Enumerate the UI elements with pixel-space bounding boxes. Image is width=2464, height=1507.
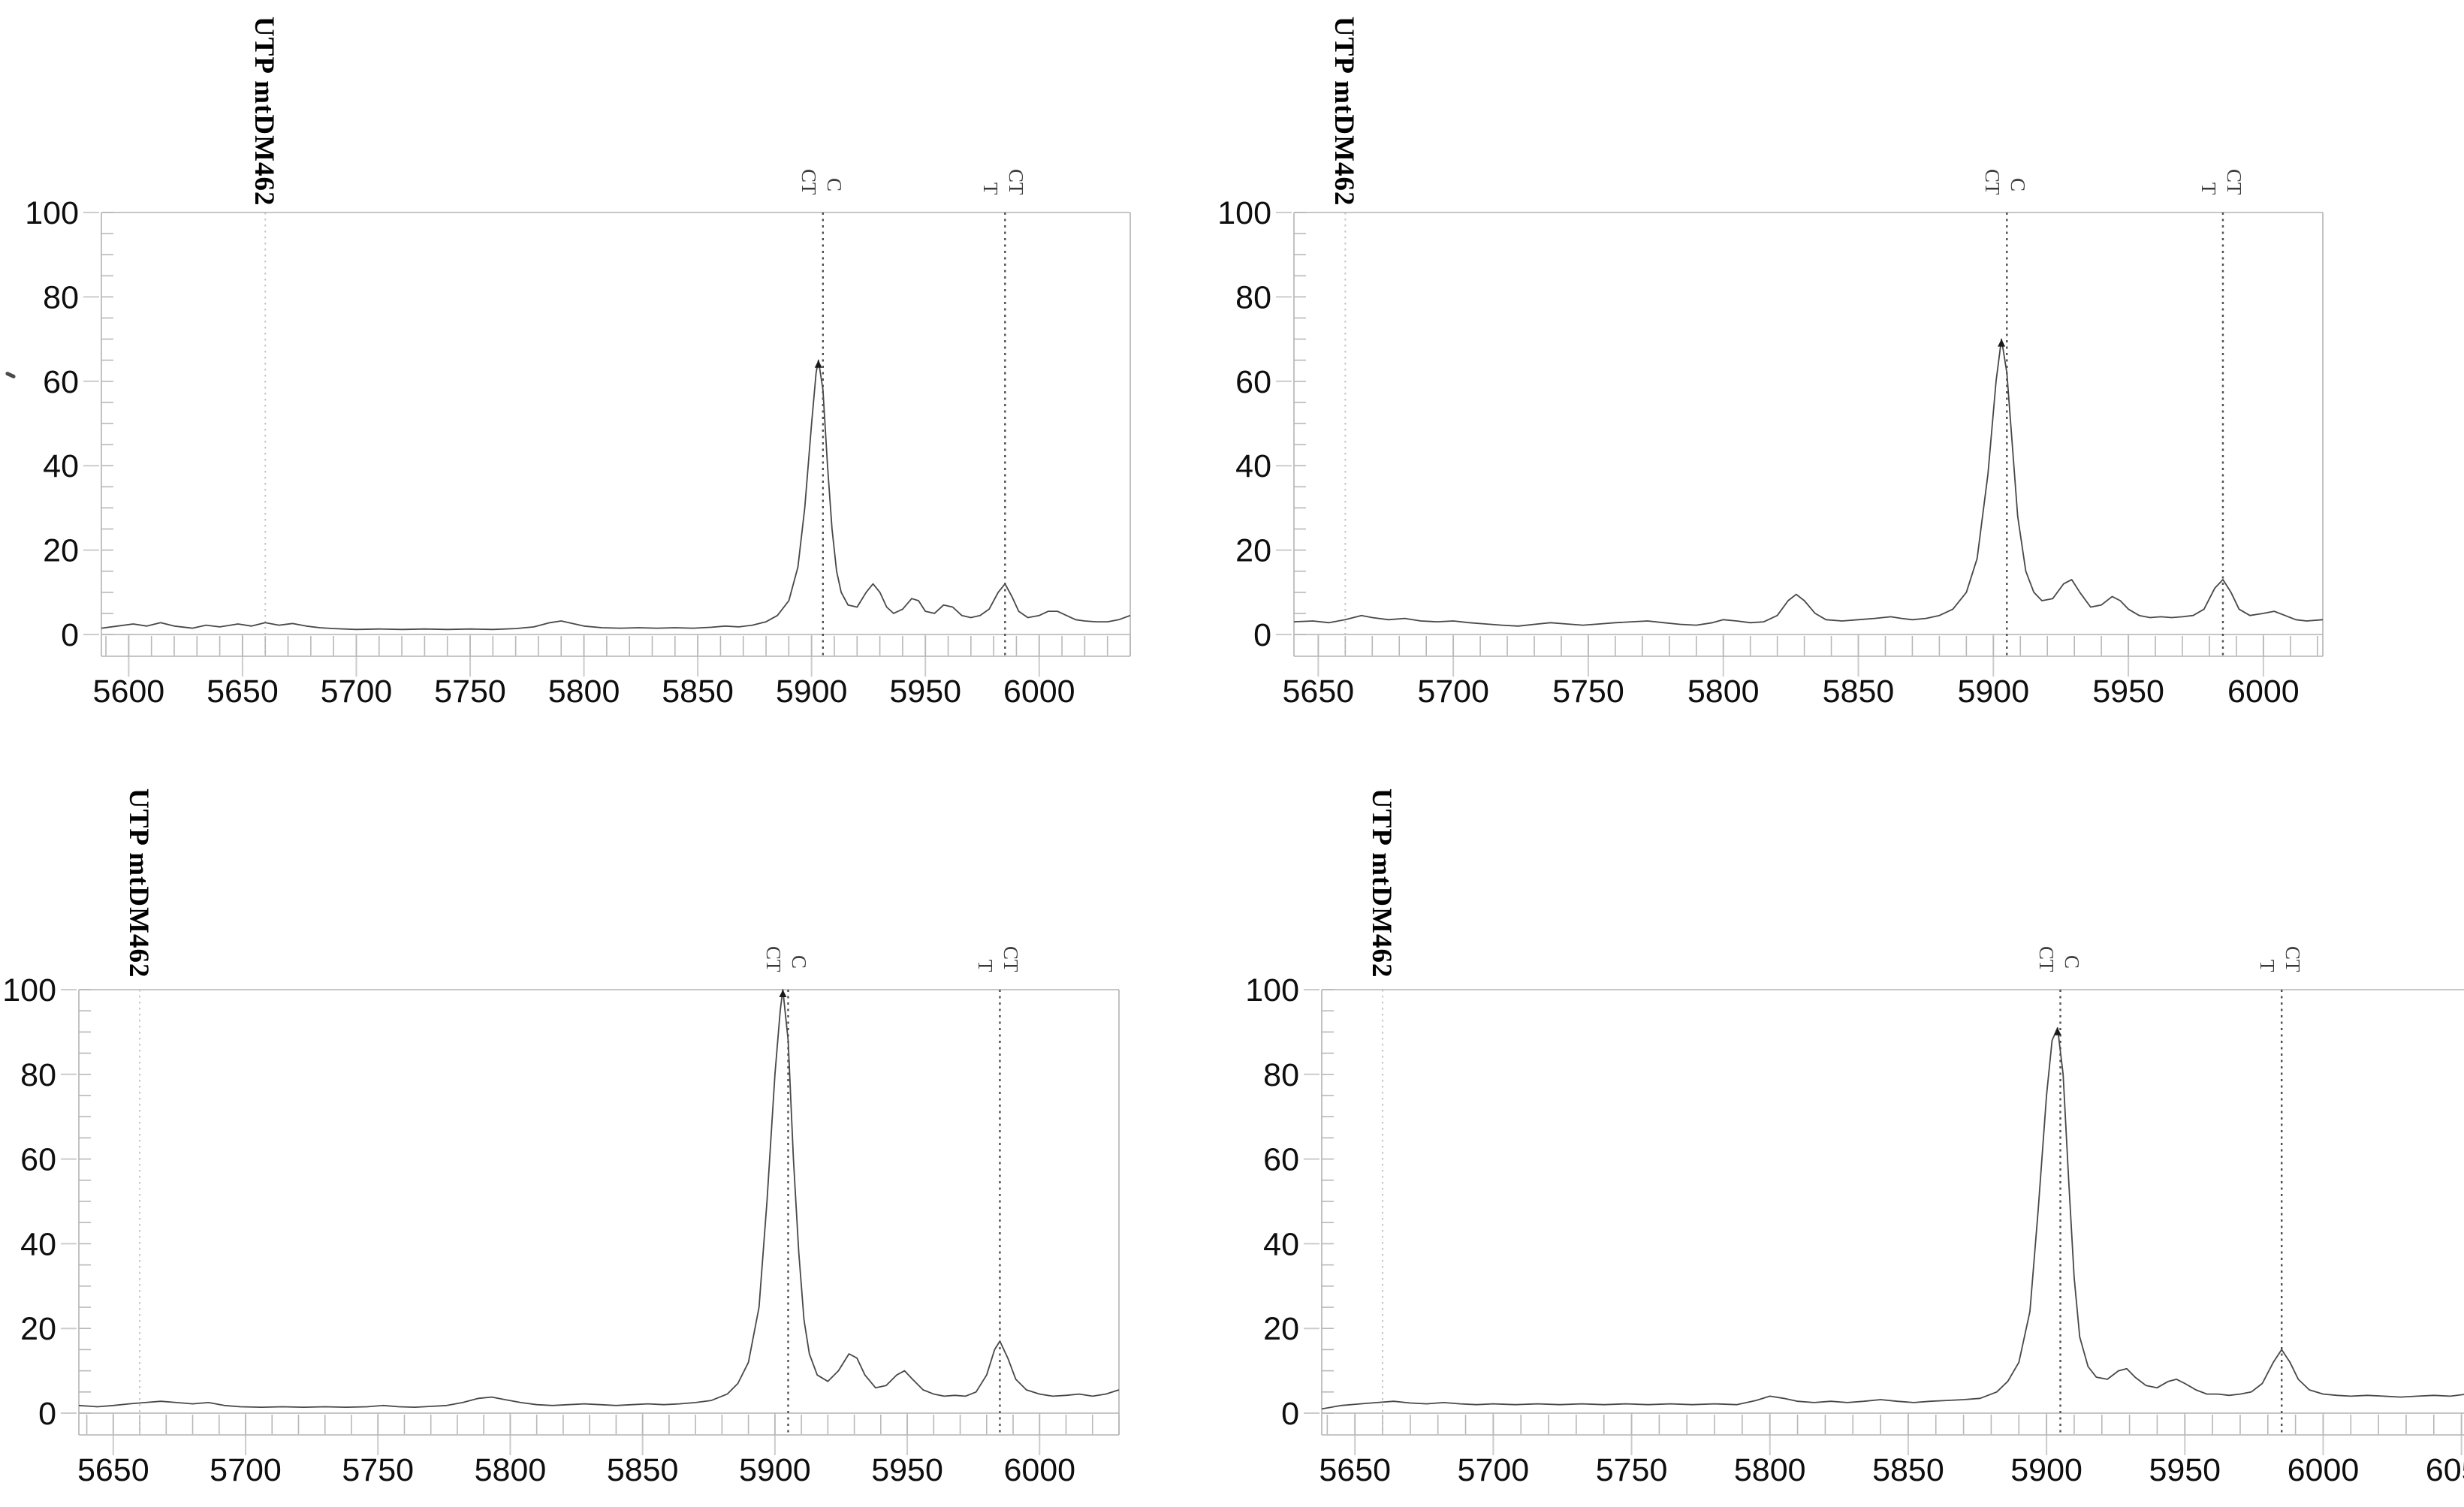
x-axis-tick-label: 5700 [1417,674,1489,710]
allele-call-label: T [2256,960,2279,972]
y-axis-tick-label: 80 [1235,279,1271,315]
spectrum-plot-top-left: 5600 5650 5700 5750 5800 5850 5900 5950 6000 0 20 4… [25,195,1131,710]
x-axis-tick-label: 5800 [1734,1452,1806,1488]
x-axis-tick-label: 6000 [2227,674,2300,710]
x-axis-tick-label: 5700 [1458,1452,1530,1488]
assay-name-label: UTP mtDM462 [1329,17,1360,206]
spectrum-plot-bottom-right: 5650 5700 5750 5800 5850 5900 5950 6000 6050 0 20 4… [1245,972,2464,1488]
y-axis-tick-label: 60 [20,1142,56,1178]
x-axis-tick-label: 5750 [1596,1452,1668,1488]
allele-call-label: CT [1981,169,2004,195]
assay-name-label: UTP mtDM462 [1366,788,1398,978]
x-axis-tick-label: 5850 [1823,674,1895,710]
y-axis-tick-label: 0 [61,617,79,653]
y-axis-tick-label: 60 [43,364,79,400]
y-axis-tick-label: 20 [20,1311,56,1347]
x-axis-tick-label: 5650 [207,674,279,710]
spectrum-panel-bottom-left: 5650 5700 5750 5800 5850 5900 5950 6000 0 20 40 60 8… [0,753,1232,1507]
allele-call-label: C [2007,178,2030,192]
y-axis-tick-label: 20 [43,533,79,569]
x-axis-tick-label: 5850 [1872,1452,1944,1488]
spectrum-trace [78,989,1120,1408]
x-axis-tick-label: 5900 [1957,674,2029,710]
spectrum-plot-bottom-left: 5650 5700 5750 5800 5850 5900 5950 6000 0 20 40 60 8… [2,972,1120,1488]
allele-call-label: C [788,955,811,969]
y-axis-tick-label: 80 [43,279,79,315]
x-axis-tick-label: 6000 [1003,1452,1075,1488]
y-axis-tick-label: 20 [1235,533,1271,569]
x-axis-tick-label: 5900 [776,674,848,710]
x-axis-tick-label: 5950 [889,674,961,710]
allele-call-label: CT [797,169,820,195]
allele-call-label: C [822,178,846,192]
x-axis-tick-label: 5750 [434,674,506,710]
peak-apex-marker [1998,339,2006,347]
peak-apex-marker [779,990,787,997]
spectrum-trace [1321,1026,2464,1410]
spectrum-panel-top-right: 5650 5700 5750 5800 5850 5900 5950 6000 0 20 40 60 8… [1217,0,2464,753]
allele-call-label: T [2197,182,2220,195]
allele-call-label: C [2060,955,2083,969]
spectrum-panel-top-left: 5600 5650 5700 5750 5800 5850 5900 5950 6000 0 20 4… [0,0,1232,753]
y-axis-tick-label: 0 [1253,617,1271,653]
y-axis-tick-label: 100 [25,195,79,231]
allele-call-label: CT [1000,946,1023,972]
allele-call-label: CT [1005,169,1028,195]
allele-call-label: T [979,182,1003,195]
x-axis-tick-label: 6000 [1003,674,1075,710]
x-axis-tick-label: 5800 [1687,674,1760,710]
allele-call-label: CT [762,946,786,972]
y-axis-tick-label: 100 [1217,195,1271,231]
allele-call-label: CT [2282,946,2305,972]
allele-call-label: CT [2222,169,2245,195]
x-axis-tick-label: 5700 [321,674,393,710]
y-axis-tick-label: 80 [1263,1057,1299,1093]
x-axis-tick-label: 5900 [739,1452,811,1488]
x-axis-tick-label: 5850 [607,1452,679,1488]
spectrum-plot-top-right: 5650 5700 5750 5800 5850 5900 5950 6000 0 20 40 60 8… [1217,195,2324,710]
spectrum-panel-bottom-right: 5650 5700 5750 5800 5850 5900 5950 6000 6050 0 20 4… [1232,753,2464,1507]
x-axis-tick-label: 5750 [342,1452,414,1488]
peak-apex-marker [814,360,822,368]
y-axis-tick-label: 0 [1281,1396,1299,1432]
x-axis-tick-label: 5950 [2092,674,2164,710]
x-axis-tick-label: 5750 [1552,674,1624,710]
peak-apex-marker [2053,1027,2061,1035]
y-axis-tick-label: 60 [1235,364,1271,400]
x-axis-tick-label: 5850 [662,674,734,710]
allele-call-label: CT [2034,946,2058,972]
x-axis-tick-label: 5800 [548,674,620,710]
y-axis-tick-label: 40 [1263,1226,1299,1262]
x-axis-tick-label: 5950 [2149,1452,2221,1488]
x-axis-tick-label: 5900 [2010,1452,2082,1488]
x-axis-tick-label: 5700 [210,1452,282,1488]
x-axis-tick-label: 5650 [77,1452,149,1488]
x-axis-tick-label: 5800 [475,1452,547,1488]
y-axis-tick-label: 60 [1263,1142,1299,1178]
y-axis-tick-label: 40 [1235,448,1271,484]
y-axis-tick-label: 40 [20,1226,56,1262]
spectrum-trace [101,359,1131,631]
y-axis-tick-label: 80 [20,1057,56,1093]
y-axis-tick-label: 20 [1263,1311,1299,1347]
allele-call-label: T [974,960,997,972]
y-axis-tick-label: 0 [38,1396,56,1432]
spectrum-trace [1293,338,2324,627]
x-axis-tick-label: 6050 [2426,1452,2464,1488]
assay-name-label: UTP mtDM462 [249,17,280,206]
x-axis-tick-label: 5650 [1283,674,1355,710]
x-axis-tick-label: 6000 [2288,1452,2360,1488]
y-axis-tick-label: 100 [2,972,56,1008]
x-axis-tick-label: 5950 [871,1452,943,1488]
y-axis-tick-label: 40 [43,448,79,484]
x-axis-tick-label: 5600 [93,674,165,710]
y-axis-tick-label: 100 [1245,972,1299,1008]
assay-name-label: UTP mtDM462 [123,788,155,978]
x-axis-tick-label: 5650 [1319,1452,1391,1488]
